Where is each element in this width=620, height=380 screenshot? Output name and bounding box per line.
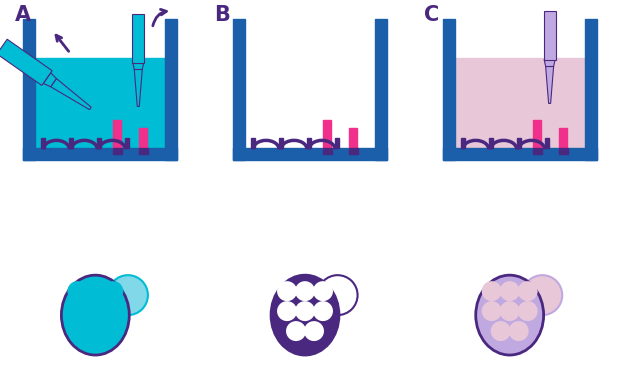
Bar	[323, 148, 332, 154]
Circle shape	[490, 321, 511, 341]
Circle shape	[277, 281, 297, 301]
Polygon shape	[43, 73, 56, 87]
Bar	[585, 19, 596, 160]
Bar	[323, 120, 331, 148]
Circle shape	[313, 281, 333, 301]
Circle shape	[522, 275, 562, 315]
Bar	[559, 128, 567, 148]
Circle shape	[104, 301, 123, 321]
Bar	[251, 138, 255, 148]
Bar	[125, 138, 130, 148]
Bar	[533, 120, 541, 148]
Circle shape	[482, 301, 502, 321]
Circle shape	[86, 301, 105, 321]
Bar	[140, 148, 148, 154]
Polygon shape	[133, 62, 144, 70]
Bar	[233, 148, 387, 160]
Bar	[233, 19, 245, 160]
Ellipse shape	[476, 275, 544, 355]
Bar	[544, 138, 549, 148]
Circle shape	[286, 321, 306, 341]
Bar	[443, 19, 455, 160]
Circle shape	[76, 321, 96, 341]
Circle shape	[313, 301, 333, 321]
Circle shape	[68, 301, 87, 321]
Polygon shape	[544, 60, 555, 66]
Bar	[489, 138, 493, 148]
Bar	[349, 148, 358, 154]
Ellipse shape	[271, 275, 339, 355]
Bar	[307, 138, 311, 148]
Polygon shape	[135, 70, 142, 106]
Circle shape	[86, 281, 105, 301]
Bar	[461, 138, 465, 148]
Polygon shape	[544, 11, 556, 60]
Bar	[97, 138, 101, 148]
Bar	[443, 148, 596, 160]
Bar	[559, 148, 567, 154]
Bar	[279, 138, 283, 148]
Bar	[24, 19, 35, 160]
Bar	[42, 138, 45, 148]
Bar	[69, 138, 73, 148]
Text: A: A	[14, 5, 30, 25]
Circle shape	[518, 281, 538, 301]
Circle shape	[295, 301, 315, 321]
Circle shape	[508, 321, 529, 341]
Circle shape	[518, 301, 538, 321]
Bar	[455, 57, 585, 148]
Bar	[165, 19, 177, 160]
Circle shape	[500, 301, 520, 321]
Circle shape	[277, 301, 297, 321]
Bar	[113, 148, 122, 154]
Polygon shape	[0, 39, 52, 86]
Circle shape	[104, 281, 123, 301]
Bar	[335, 138, 339, 148]
Bar	[516, 138, 521, 148]
Text: B: B	[214, 5, 230, 25]
Circle shape	[108, 275, 148, 315]
Bar	[24, 148, 177, 160]
Polygon shape	[546, 66, 554, 103]
Circle shape	[295, 281, 315, 301]
Circle shape	[304, 321, 324, 341]
Circle shape	[500, 281, 520, 301]
Bar	[140, 128, 148, 148]
Circle shape	[317, 275, 358, 315]
Polygon shape	[132, 14, 144, 62]
Bar	[349, 128, 357, 148]
Bar	[35, 57, 165, 148]
Circle shape	[94, 321, 114, 341]
Polygon shape	[51, 79, 91, 110]
Bar	[533, 148, 542, 154]
Circle shape	[482, 281, 502, 301]
Bar	[113, 120, 122, 148]
Circle shape	[68, 281, 87, 301]
Bar	[375, 19, 387, 160]
Text: C: C	[424, 5, 439, 25]
Ellipse shape	[61, 275, 130, 355]
